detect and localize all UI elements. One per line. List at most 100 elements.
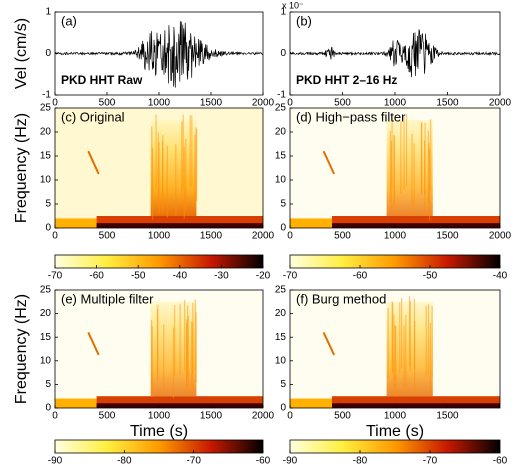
- x-tick-label: 1500: [200, 411, 223, 422]
- x-tick-label: 1000: [148, 231, 171, 242]
- spectrogram-streak: [413, 143, 415, 216]
- scale-label: x 10⁻: [282, 0, 304, 10]
- y-tick-label: 25: [275, 103, 287, 114]
- spectrogram-streak: [429, 148, 431, 221]
- y-tick-label: 1: [280, 7, 286, 18]
- spectrogram-streak: [411, 133, 413, 206]
- x-tick-label: -30: [214, 271, 229, 282]
- y-tick-label: 0: [280, 48, 286, 59]
- colorbar-gradient: [55, 440, 263, 453]
- spectrogram-streak: [389, 130, 391, 203]
- x-tick-label: 500: [99, 231, 116, 242]
- spectrogram-streak: [387, 307, 389, 379]
- spectrogram-streak: [393, 314, 395, 386]
- spectrogram-streak: [405, 314, 407, 386]
- x-tick-label: -40: [173, 271, 188, 282]
- spectrogram-streak: [400, 121, 402, 194]
- spectrogram-image: [290, 108, 500, 228]
- waveform-trace: [54, 21, 264, 88]
- y-tick-label: 20: [275, 308, 287, 319]
- x-tick-label: -70: [186, 456, 201, 467]
- y-tick-label: 5: [280, 379, 286, 390]
- x-tick-label: 0: [52, 411, 58, 422]
- spectrogram-streak: [394, 325, 396, 397]
- axes-frame: [289, 254, 501, 269]
- spectrogram-streak: [408, 296, 411, 368]
- y-axis-label: Frequency (Hz): [13, 113, 30, 223]
- y-tick-label: 10: [275, 175, 287, 186]
- y-tick-label: 15: [40, 151, 52, 162]
- spectrogram-streak: [430, 119, 432, 192]
- spectrogram-streak: [182, 114, 184, 187]
- panel-label: (e) Multiple filter: [61, 291, 154, 306]
- spectrogram-lowband: [96, 403, 263, 408]
- x-tick-label: -60: [89, 271, 104, 282]
- spectrogram-streak: [161, 141, 164, 214]
- y-tick-label: 25: [40, 285, 52, 296]
- x-tick-label: 1500: [200, 98, 223, 109]
- x-tick-label: -80: [353, 456, 368, 467]
- panel-label: (c) Original: [61, 109, 125, 124]
- x-tick-label: 2000: [489, 98, 512, 109]
- waveform-trace: [289, 28, 501, 78]
- spectrogram-lowband: [332, 403, 500, 408]
- panel-annotation: PKD HHT 2–16 Hz: [296, 73, 397, 87]
- spectrogram-streak: [157, 132, 159, 205]
- spectrogram-sweep: [322, 332, 336, 356]
- axes-frame: [54, 254, 264, 269]
- spectrogram-streak: [403, 325, 405, 397]
- colorbar-gradient: [290, 440, 500, 453]
- spectrogram-streak: [390, 140, 393, 213]
- spectrogram-streak: [186, 323, 188, 395]
- y-tick-label: 5: [45, 379, 51, 390]
- y-axis-label: Frequency (Hz): [13, 294, 30, 404]
- spectrogram-streak: [431, 306, 433, 377]
- x-tick-label: 0: [287, 98, 293, 109]
- spectrogram-sweep: [322, 150, 336, 175]
- axes-frame: [289, 439, 501, 454]
- spectrogram-streak: [425, 305, 427, 377]
- spectrogram-streak: [420, 121, 423, 194]
- y-tick-label: 25: [275, 285, 287, 296]
- colorbar-gradient: [290, 255, 500, 268]
- spectrogram-streak: [196, 129, 198, 202]
- x-tick-label: 0: [52, 231, 58, 242]
- panel-label: (f) Burg method: [296, 291, 386, 306]
- spectrogram-streak: [409, 300, 411, 372]
- y-tick-label: 25: [40, 103, 52, 114]
- y-tick-label: 20: [40, 308, 52, 319]
- x-tick-label: 500: [334, 98, 351, 109]
- y-tick-label: 15: [275, 332, 287, 343]
- x-tick-label: -90: [283, 456, 298, 467]
- spectrogram-lowband: [55, 218, 97, 228]
- spectrogram-image: [290, 290, 500, 408]
- y-tick-label: 5: [45, 199, 51, 210]
- spectrogram-lowband: [332, 223, 500, 228]
- spectrogram-streak: [413, 298, 416, 370]
- spectrogram-streak: [187, 305, 189, 377]
- spectrogram-streak: [399, 302, 401, 374]
- spectrogram-streak: [189, 115, 191, 188]
- spectrogram-streak: [194, 134, 196, 207]
- x-tick-label: -40: [493, 271, 508, 282]
- panel-label: (a): [61, 13, 77, 28]
- x-tick-label: 500: [99, 98, 116, 109]
- spectrogram-streak: [172, 327, 175, 399]
- x-tick-label: 1000: [148, 411, 171, 422]
- x-tick-label: -90: [48, 456, 63, 467]
- x-axis-label: Time (s): [130, 423, 188, 440]
- spectrogram-streak: [194, 299, 196, 371]
- x-tick-label: -80: [117, 456, 132, 467]
- colorbar-gradient: [55, 255, 263, 268]
- spectrogram-streak: [395, 326, 397, 397]
- spectrogram-lowband: [55, 398, 97, 408]
- y-tick-label: -1: [277, 90, 286, 101]
- y-tick-label: 10: [40, 355, 52, 366]
- spectrogram-streak: [185, 139, 187, 212]
- spectrogram-streak: [391, 116, 393, 189]
- x-tick-label: -50: [131, 271, 146, 282]
- x-tick-label: 0: [287, 411, 293, 422]
- spectrogram-sweep: [87, 332, 100, 356]
- spectrogram-streak: [152, 147, 154, 220]
- spectrogram-streak: [427, 304, 430, 376]
